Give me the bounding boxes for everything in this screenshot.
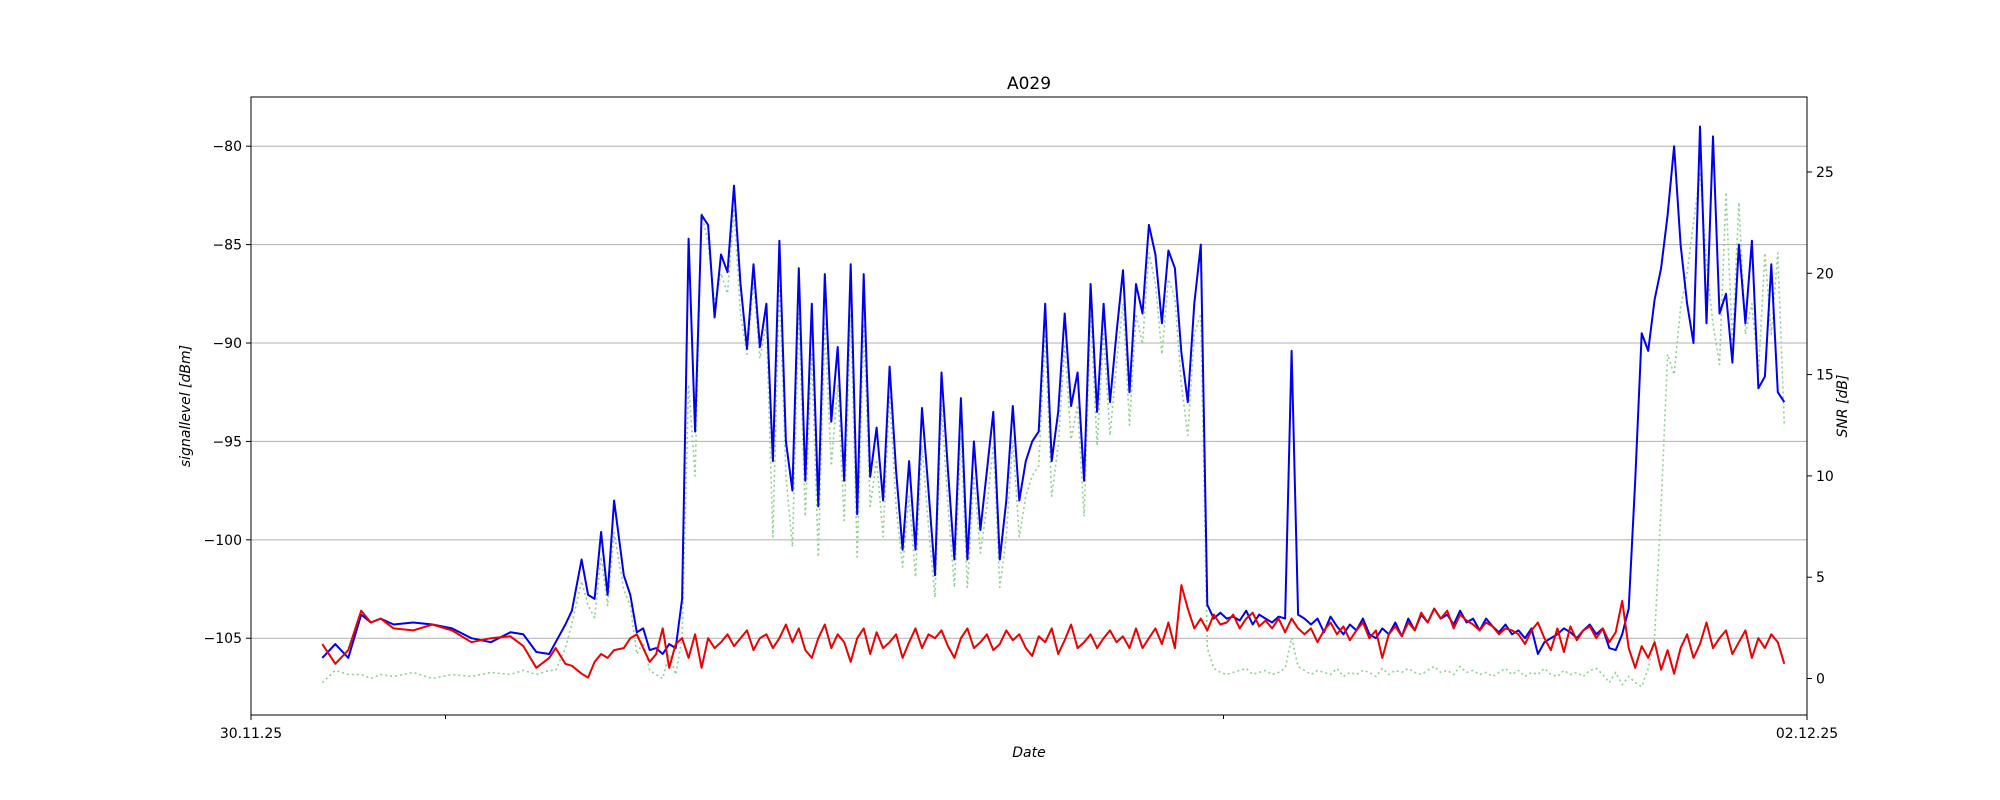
snr-line (321, 171, 1786, 688)
signal-level-line (321, 125, 1786, 659)
y-axis-right: 0 5 10 15 20 25 (1807, 165, 1834, 688)
y-left-tick-label: −100 (204, 533, 242, 549)
y-left-tick-label: −90 (212, 336, 242, 352)
y-right-tick-label: 15 (1816, 368, 1834, 384)
y-right-tick-label: 5 (1816, 570, 1825, 586)
noise-level-line (321, 584, 1786, 679)
y-left-tick-label: −80 (212, 139, 242, 155)
y-axis-right-title: SNR [dB] (1835, 375, 1851, 438)
x-tick-label: 30.11.25 (220, 726, 282, 742)
y-right-tick-label: 20 (1816, 266, 1834, 282)
y-right-tick-label: 25 (1816, 165, 1834, 181)
y-left-tick-label: −105 (204, 631, 242, 647)
y-right-tick-label: 0 (1816, 672, 1825, 688)
x-axis-title: Date (1012, 745, 1045, 761)
y-axis-left: −80 −85 −90 −95 −100 −105 (204, 139, 251, 647)
plot-frame (250, 96, 1808, 716)
y-left-tick-label: −95 (212, 434, 242, 450)
x-axis: 30.11.25 02.12.25 (220, 715, 1838, 742)
grid-lines (251, 145, 1807, 639)
series-lines (321, 125, 1786, 688)
y-axis-left-title: signallevel [dBm] (178, 345, 194, 467)
y-left-tick-label: −85 (212, 238, 242, 254)
chart-title: A029 (1007, 74, 1051, 94)
y-right-tick-label: 10 (1816, 469, 1834, 485)
x-tick-label: 02.12.25 (1776, 726, 1838, 742)
